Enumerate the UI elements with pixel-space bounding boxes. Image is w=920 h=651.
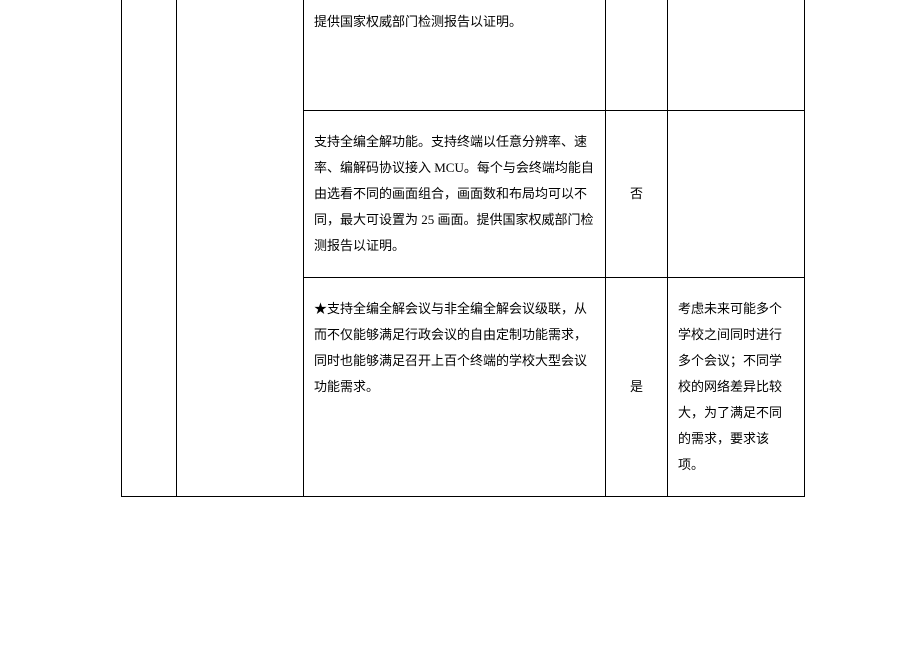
col-notes bbox=[668, 0, 805, 111]
col-category bbox=[177, 0, 304, 497]
col-index bbox=[122, 0, 177, 497]
col-desc: ★支持全编全解会议与非全编全解会议级联，从而不仅能够满足行政会议的自由定制功能需… bbox=[304, 278, 606, 497]
table-row: 提供国家权威部门检测报告以证明。 bbox=[122, 0, 805, 111]
col-notes bbox=[668, 111, 805, 278]
col-flag: 是 bbox=[606, 278, 668, 497]
col-notes: 考虑未来可能多个学校之间同时进行多个会议；不同学校的网络差异比较大，为了满足不同… bbox=[668, 278, 805, 497]
page: 提供国家权威部门检测报告以证明。 支持全编全解功能。支持终端以任意分辨率、速率、… bbox=[121, 0, 804, 497]
col-desc: 支持全编全解功能。支持终端以任意分辨率、速率、编解码协议接入 MCU。每个与会终… bbox=[304, 111, 606, 278]
col-flag: 否 bbox=[606, 111, 668, 278]
spec-table: 提供国家权威部门检测报告以证明。 支持全编全解功能。支持终端以任意分辨率、速率、… bbox=[121, 0, 805, 497]
col-desc: 提供国家权威部门检测报告以证明。 bbox=[304, 0, 606, 111]
col-flag bbox=[606, 0, 668, 111]
